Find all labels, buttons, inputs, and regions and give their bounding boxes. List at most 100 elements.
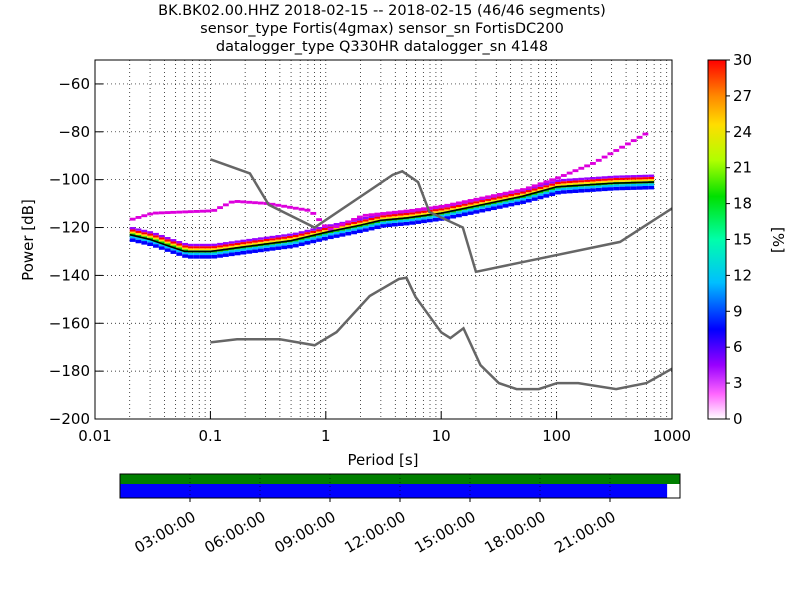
- psd-cell: [601, 187, 608, 192]
- psd-high-cell: [473, 197, 480, 201]
- psd-cell: [409, 212, 416, 215]
- psd-high-cell: [158, 211, 165, 215]
- psd-cell: [624, 177, 631, 180]
- psd-cell: [578, 180, 585, 183]
- psd-cell: [508, 196, 515, 199]
- psd-cell: [182, 251, 189, 255]
- psd-cell: [275, 246, 282, 250]
- psd-high-cell: [520, 188, 526, 192]
- psd-cell: [176, 249, 183, 253]
- psd-cell: [164, 241, 171, 244]
- psd-cell: [502, 197, 509, 200]
- psd-high-cell: [421, 207, 427, 211]
- psd-cell: [584, 179, 591, 182]
- psd-cell: [607, 184, 614, 188]
- psd-high-cell: [467, 199, 474, 202]
- psd-cell: [316, 229, 323, 232]
- psd-cell: [619, 177, 625, 180]
- psd-cell: [158, 239, 165, 242]
- coverage-tick-label: 03:00:00: [131, 508, 198, 557]
- colorbar: [707, 59, 727, 420]
- psd-cell: [345, 231, 352, 236]
- psd-cell: [397, 219, 404, 223]
- psd-cell: [444, 216, 451, 220]
- psd-high-cell: [217, 206, 223, 210]
- psd-cell: [246, 247, 253, 251]
- psd-cell: [199, 246, 206, 249]
- psd-high-cell: [345, 220, 352, 224]
- psd-high-cell: [508, 190, 515, 194]
- colorbar-tick-label: 24: [733, 123, 752, 141]
- psd-cell: [158, 237, 165, 240]
- psd-cell: [520, 197, 526, 201]
- psd-high-cell: [322, 224, 328, 228]
- psd-cell: [246, 241, 253, 244]
- psd-cell: [648, 183, 655, 186]
- x-tick-label: 10: [432, 427, 451, 445]
- psd-cell: [164, 243, 171, 246]
- psd-cell: [543, 185, 550, 188]
- psd-high-cell: [351, 218, 357, 221]
- psd-cell: [147, 233, 154, 236]
- psd-high-cell: [450, 202, 457, 206]
- psd-cell: [555, 182, 561, 185]
- psd-cell: [520, 193, 526, 196]
- psd-cell: [182, 254, 189, 258]
- psd-cell: [415, 211, 422, 214]
- psd-cell: [566, 183, 573, 185]
- noise-model-high-line: [209, 158, 672, 274]
- psd-cell: [158, 241, 165, 244]
- psd-cell: [327, 233, 334, 236]
- psd-cell: [362, 219, 369, 222]
- y-tick-label: −180: [49, 362, 90, 380]
- psd-cell: [450, 208, 457, 211]
- psd-cell: [601, 178, 608, 181]
- psd-cell: [147, 240, 154, 243]
- psd-high-cell: [380, 212, 387, 215]
- psd-high-cell: [304, 208, 311, 212]
- psd-high-cell: [391, 210, 398, 214]
- psd-cell: [263, 241, 270, 244]
- psd-high-cell: [403, 209, 410, 213]
- psd-cell: [636, 186, 643, 190]
- psd-cell: [135, 237, 142, 240]
- psd-cell: [566, 189, 573, 194]
- psd-high-cell: [479, 196, 486, 200]
- psd-cell: [188, 243, 194, 247]
- psd-cell: [199, 255, 206, 259]
- psd-cell: [473, 201, 480, 204]
- psd-cell: [234, 251, 241, 256]
- psd-cell: [496, 198, 503, 201]
- psd-cell: [473, 210, 480, 214]
- psd-cell: [304, 234, 311, 237]
- psd-cell: [624, 179, 631, 182]
- psd-cell: [595, 187, 602, 192]
- psd-cell: [619, 179, 625, 182]
- psd-cell: [525, 190, 532, 193]
- psd-cell: [555, 188, 561, 191]
- psd-cell: [362, 216, 369, 220]
- psd-cell: [630, 179, 637, 182]
- psd-cell: [590, 179, 596, 182]
- colorbar-tick-label: 6: [733, 338, 743, 356]
- psd-cell: [537, 195, 544, 200]
- psd-cell: [252, 246, 258, 250]
- psd-cell: [549, 190, 556, 193]
- psd-cell: [444, 207, 451, 210]
- psd-cell: [642, 185, 649, 190]
- psd-cell: [380, 224, 387, 228]
- psd-cell: [327, 235, 334, 240]
- psd-cell: [193, 252, 200, 256]
- psd-cell: [555, 184, 561, 187]
- psd-cell: [636, 179, 643, 182]
- psd-cell: [368, 226, 375, 231]
- psd-cell: [572, 187, 579, 190]
- psd-cell: [228, 243, 235, 246]
- psd-high-cell: [368, 213, 375, 217]
- coverage-tick-label: 21:00:00: [551, 508, 618, 557]
- psd-cell: [432, 211, 439, 214]
- psd-cell: [630, 175, 637, 178]
- psd-cell: [298, 240, 305, 243]
- psd-cell: [176, 243, 183, 246]
- psd-cell: [648, 174, 655, 177]
